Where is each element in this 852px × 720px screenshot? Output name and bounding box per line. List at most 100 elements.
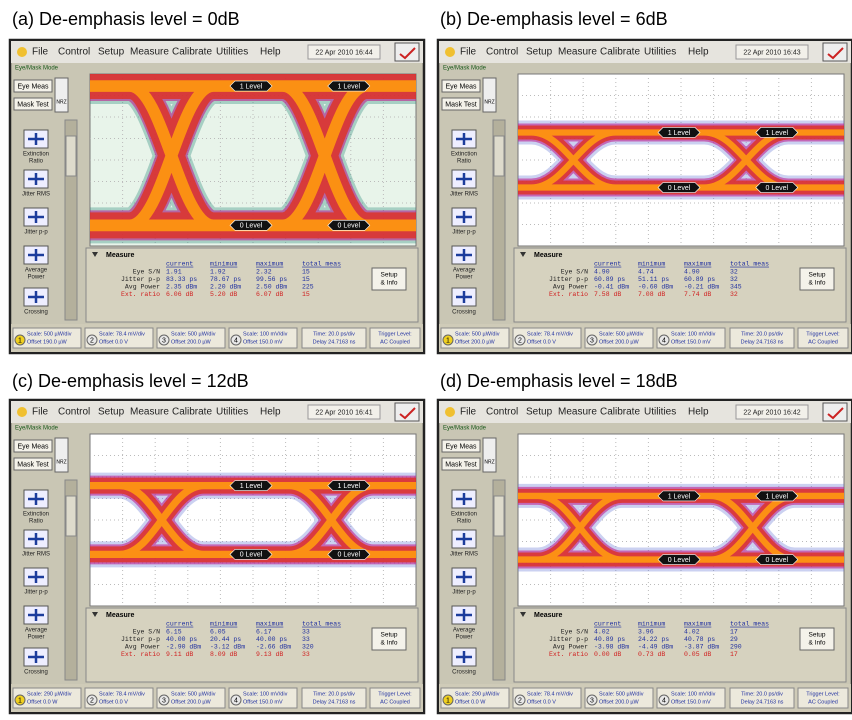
column-header: current [594,261,621,268]
menu-item[interactable]: Calibrate [172,47,212,58]
channel-box[interactable] [584,687,654,709]
status-icon[interactable] [822,42,848,62]
scroll-thumb[interactable] [493,495,505,537]
status-icon[interactable] [822,402,848,422]
menu-item[interactable]: Calibrate [172,407,212,418]
scroll-thumb[interactable] [65,135,77,177]
menu-item[interactable]: Utilities [216,47,248,58]
mask-test-button[interactable] [441,97,481,111]
menu-item[interactable]: Utilities [644,407,676,418]
column-header: current [594,621,621,628]
scroll-thumb[interactable] [493,135,505,177]
menu-item[interactable]: Measure [558,407,597,418]
menu-item[interactable]: File [460,407,477,418]
setup-button[interactable] [371,627,407,651]
panel-caption: (d) De-emphasis level = 18dB [440,371,678,391]
menu-item[interactable]: Help [260,47,281,58]
channel-box[interactable] [440,327,510,349]
menu-item[interactable]: Calibrate [600,407,640,418]
menu-item[interactable]: Setup [98,407,125,418]
eye-meas-button[interactable] [441,79,481,93]
channel-setting: Scale: 100 mV/div [671,691,716,697]
trigger-box[interactable] [797,687,849,709]
channel-box[interactable] [156,327,226,349]
channel-box[interactable] [512,687,582,709]
level-tag [327,480,371,491]
panel-caption: (a) De-emphasis level = 0dB [12,9,240,29]
status-icon[interactable] [394,42,420,62]
menu-item[interactable]: Control [58,407,90,418]
menu-item[interactable]: Setup [526,407,553,418]
channel-number: 2 [90,697,94,704]
channel-box[interactable] [84,327,154,349]
mask-test-button[interactable] [13,457,53,471]
channel-box[interactable] [228,687,298,709]
setup-button[interactable] [799,627,835,651]
menu-item[interactable]: Utilities [644,47,676,58]
menu-item[interactable]: Help [260,407,281,418]
status-icon[interactable] [394,402,420,422]
menu-item[interactable]: Setup [526,47,553,58]
time-box[interactable] [729,327,795,349]
menu-item[interactable]: Setup [98,47,125,58]
button-label: Jitter RMS [450,552,478,558]
measure-value: 6.05 [210,629,226,636]
channel-box[interactable] [228,327,298,349]
menu-item[interactable]: Measure [130,47,169,58]
scroll-thumb[interactable] [65,495,77,537]
menu-item[interactable]: Help [688,47,709,58]
trigger-box[interactable] [797,327,849,349]
row-label: Jitter p-p [549,636,588,643]
channel-setting: Scale: 78.4 mV/div [99,691,145,697]
channel-setting: Offset 200.0 µW [171,339,212,345]
eye-meas-button[interactable] [13,79,53,93]
collapse-arrow[interactable] [92,252,98,257]
trigger-box[interactable] [369,327,421,349]
eye-meas-button[interactable] [13,439,53,453]
menu-item[interactable]: File [460,47,477,58]
time-box[interactable] [301,327,367,349]
setup-button[interactable] [799,267,835,291]
setup-button[interactable] [371,267,407,291]
channel-box[interactable] [656,687,726,709]
menu-item[interactable]: File [32,407,49,418]
column-header: minimum [210,261,237,268]
column-header: maximum [256,261,283,268]
channel-box[interactable] [656,327,726,349]
eye-meas-button[interactable] [441,439,481,453]
channel-box[interactable] [12,327,82,349]
menu-item[interactable]: Calibrate [600,47,640,58]
menu-item[interactable]: Control [486,407,518,418]
menu-item[interactable]: Control [486,47,518,58]
column-header: total meas [730,621,769,628]
button-label: Ratio [457,519,472,525]
channel-setting: Offset 200.0 µW [599,699,640,705]
mask-test-button[interactable] [13,97,53,111]
time-box[interactable] [301,687,367,709]
channel-box[interactable] [12,687,82,709]
collapse-arrow[interactable] [520,612,526,617]
time-box[interactable] [729,687,795,709]
collapse-arrow[interactable] [520,252,526,257]
channel-number: 3 [590,697,594,704]
collapse-arrow[interactable] [92,612,98,617]
channel-box[interactable] [512,327,582,349]
measure-title: Measure [106,612,135,619]
mask-test-button[interactable] [441,457,481,471]
channel-box[interactable] [156,687,226,709]
menu-item[interactable]: Control [58,47,90,58]
channel-box[interactable] [84,687,154,709]
trigger-box[interactable] [369,687,421,709]
menu-item[interactable]: Measure [130,407,169,418]
menu-item[interactable]: File [32,47,49,58]
menu-item[interactable]: Measure [558,47,597,58]
channel-badge [586,334,598,346]
channel-box[interactable] [440,687,510,709]
column-header: maximum [684,261,711,268]
row-label: Ext. ratio [549,651,588,658]
menu-item[interactable]: Utilities [216,407,248,418]
channel-box[interactable] [584,327,654,349]
menu-item[interactable]: Help [688,407,709,418]
measure-value: 4.02 [594,629,610,636]
button-label: Average [453,268,476,274]
